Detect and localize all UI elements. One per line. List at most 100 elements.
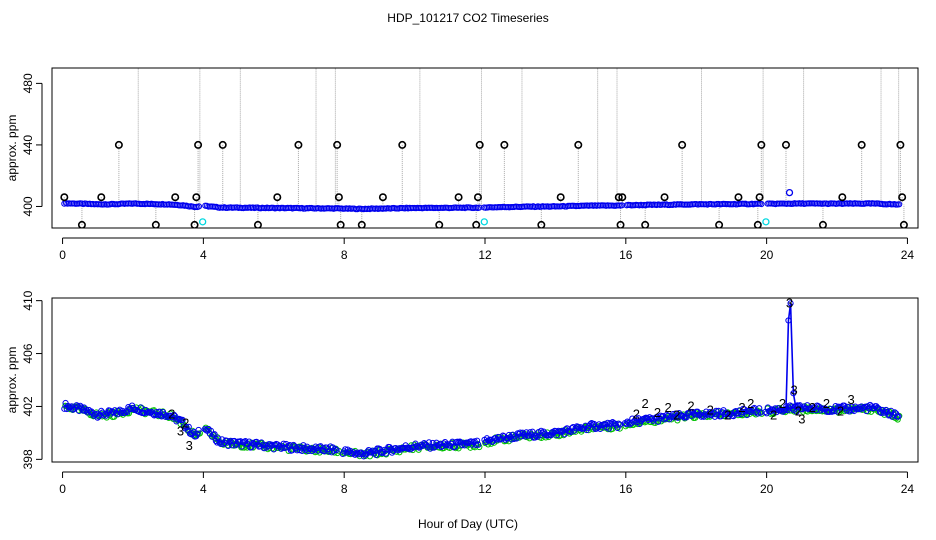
x-tick-label: 16 [619, 482, 633, 496]
figure-title: HDP_101217 CO2 Timeseries [387, 11, 548, 25]
flagged-point [135, 49, 141, 55]
main-point [847, 406, 854, 414]
flagged-point [519, 49, 525, 55]
main-point [475, 441, 482, 448]
flagged-point [500, 140, 509, 149]
main-point [225, 442, 232, 449]
flagged-point [194, 140, 203, 149]
label-2-mark: 2 [642, 396, 649, 411]
spike-point [793, 408, 800, 415]
y-axis-label: approx. ppm [5, 115, 19, 182]
label-2-mark: 2 [168, 406, 175, 421]
label-2-mark: 2 [779, 396, 786, 411]
label-2-mark: 2 [823, 396, 830, 411]
y-tick-label: 410 [21, 290, 35, 310]
flagged-point [800, 49, 806, 55]
spike-line [785, 303, 798, 412]
flagged-point [475, 140, 484, 149]
main-point [615, 420, 622, 427]
x-tick-label: 12 [478, 248, 492, 262]
x-tick-label: 20 [760, 248, 774, 262]
flagged-point [294, 140, 303, 149]
flagged-point [273, 193, 282, 202]
flagged-point [171, 193, 180, 202]
main-point [78, 404, 85, 411]
flagged-point [60, 193, 69, 202]
main-point [878, 409, 885, 417]
flagged-point [818, 220, 827, 228]
main-point [332, 446, 339, 453]
plot-frame [51, 67, 919, 229]
main-point [278, 445, 285, 452]
flagged-point [151, 220, 160, 228]
main-point [517, 429, 524, 436]
main-point [215, 435, 222, 442]
main-point [211, 431, 218, 438]
main-point [472, 441, 479, 449]
main-point [333, 446, 340, 454]
flagged-point [614, 49, 620, 55]
x-axis: 0 4 8 12 16 20 24 [59, 237, 914, 262]
main-point [881, 408, 889, 415]
flagged-point [896, 140, 905, 149]
main-point [177, 416, 184, 423]
flagged-point [435, 220, 444, 228]
top-plot-area [60, 49, 908, 228]
flagged-point [898, 193, 907, 202]
main-point [467, 438, 475, 445]
main-point [473, 437, 481, 444]
flagged-point [334, 193, 343, 202]
main-point [587, 420, 594, 428]
flagged-point [614, 193, 623, 202]
flagged-point [378, 193, 387, 202]
y-tick-label: 480 [21, 73, 35, 93]
alt-point [199, 218, 207, 226]
x-axis: 0 4 8 12 16 20 24 [59, 471, 914, 496]
main-point [687, 408, 694, 416]
spike-point [782, 405, 790, 413]
main-point [154, 412, 162, 419]
alt-point [785, 188, 794, 197]
flagged-point [660, 193, 669, 202]
label-2-mark: 2 [795, 404, 802, 419]
alt-point [762, 218, 770, 226]
main-point [605, 425, 613, 432]
flagged-point [715, 220, 724, 228]
main-point [280, 440, 287, 447]
flagged-point [357, 220, 366, 228]
flagged-point [899, 220, 908, 228]
y-tick-label: 440 [21, 135, 35, 155]
main-point [896, 201, 903, 208]
main-point [756, 405, 763, 412]
label-3-mark: 3 [177, 424, 184, 439]
spike-point [785, 317, 792, 324]
main-point [382, 450, 389, 457]
label-2-mark: 2 [837, 404, 844, 419]
x-axis-label: Hour of Day (UTC) [418, 517, 518, 531]
flagged-point [616, 220, 625, 228]
flagged-point [114, 140, 123, 149]
x-tick-label: 4 [200, 482, 207, 496]
main-point [713, 407, 720, 414]
flagged-point [190, 220, 199, 228]
label-2-mark: 2 [724, 408, 731, 423]
y-tick-label: 398 [21, 449, 35, 469]
main-point [195, 203, 203, 210]
top-panel: 0 4 8 12 16 20 24 400 440 480 approx. ppm [5, 49, 919, 262]
main-point [214, 439, 221, 446]
flagged-point [678, 140, 687, 149]
main-point [701, 411, 709, 418]
main-point [758, 200, 765, 208]
main-point [194, 430, 201, 437]
flagged-point [537, 220, 546, 228]
flagged-point [641, 220, 650, 228]
flagged-point [197, 49, 203, 55]
main-point [73, 402, 80, 409]
flagged-point [218, 140, 227, 149]
flagged-point [760, 49, 766, 55]
flagged-point [734, 193, 743, 202]
main-point [381, 446, 388, 453]
main-point [636, 420, 643, 428]
green-point [894, 416, 901, 423]
